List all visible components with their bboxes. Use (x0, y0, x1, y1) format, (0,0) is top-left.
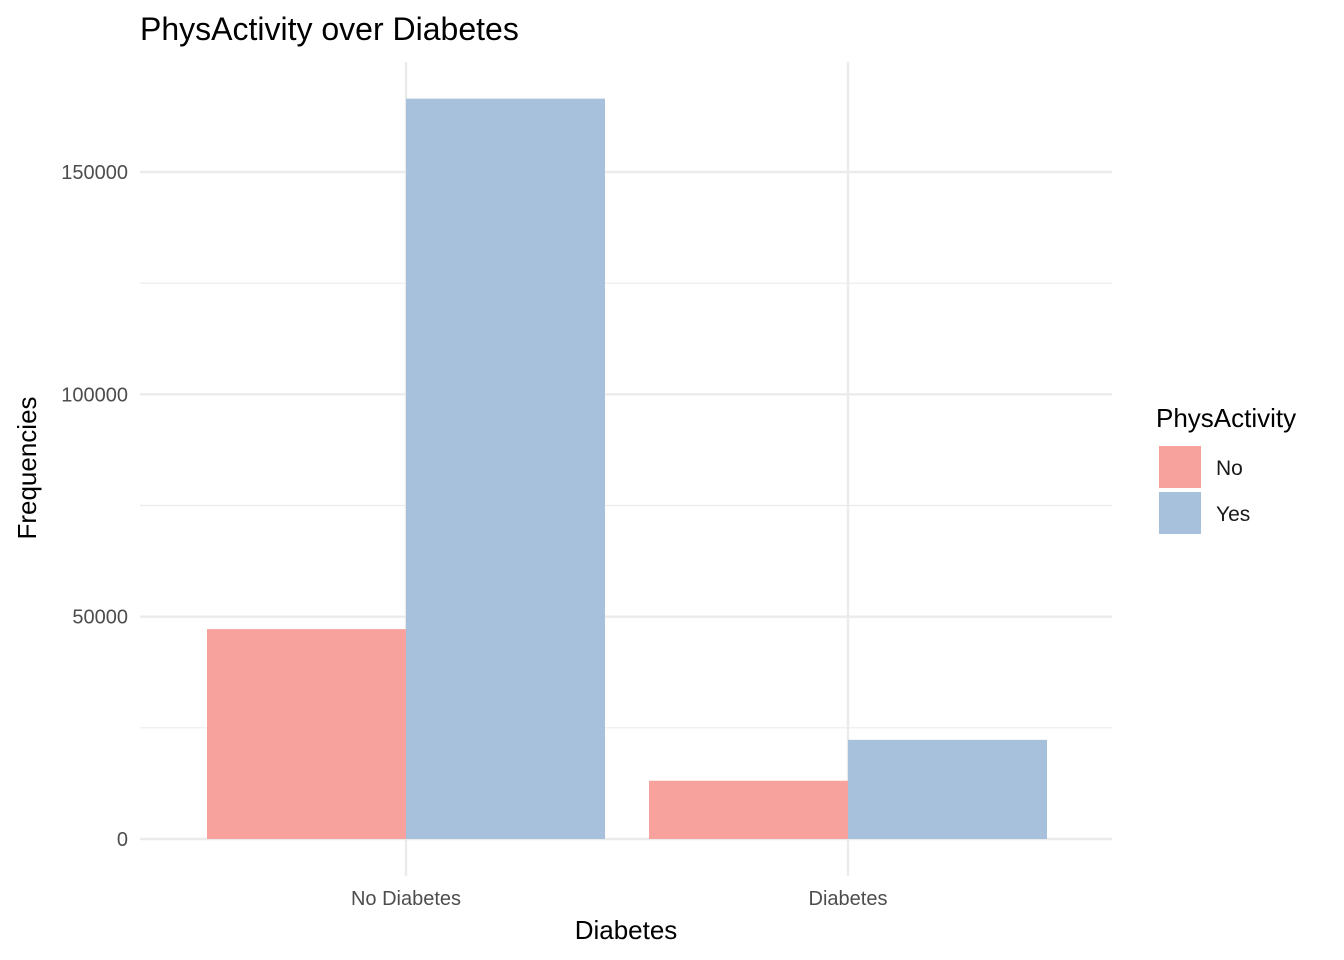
y-axis-ticks: 0 50000 100000 150000 (61, 162, 128, 851)
x-tick-label: No Diabetes (351, 888, 461, 910)
y-tick-label: 50000 (72, 607, 128, 629)
y-tick-label: 0 (117, 829, 128, 851)
legend-swatch-no (1159, 446, 1201, 488)
y-tick-label: 100000 (61, 384, 128, 406)
chart-title: PhysActivity over Diabetes (140, 11, 519, 47)
legend-label-yes: Yes (1216, 503, 1250, 526)
y-tick-label: 150000 (61, 162, 128, 184)
legend: PhysActivity No Yes (1156, 403, 1296, 534)
bar-yes-0 (406, 98, 605, 839)
bar-no-0 (207, 629, 406, 839)
legend-label-no: No (1216, 457, 1243, 480)
x-tick-label: Diabetes (809, 888, 888, 910)
legend-swatch-yes (1159, 492, 1201, 534)
legend-title: PhysActivity (1156, 403, 1296, 433)
x-axis-title: Diabetes (575, 915, 678, 945)
y-axis-title: Frequencies (12, 396, 42, 539)
bar-no-1 (649, 780, 848, 839)
bar-yes-1 (848, 739, 1047, 839)
x-axis-ticks: No Diabetes Diabetes (351, 888, 888, 910)
bars (207, 98, 1047, 839)
